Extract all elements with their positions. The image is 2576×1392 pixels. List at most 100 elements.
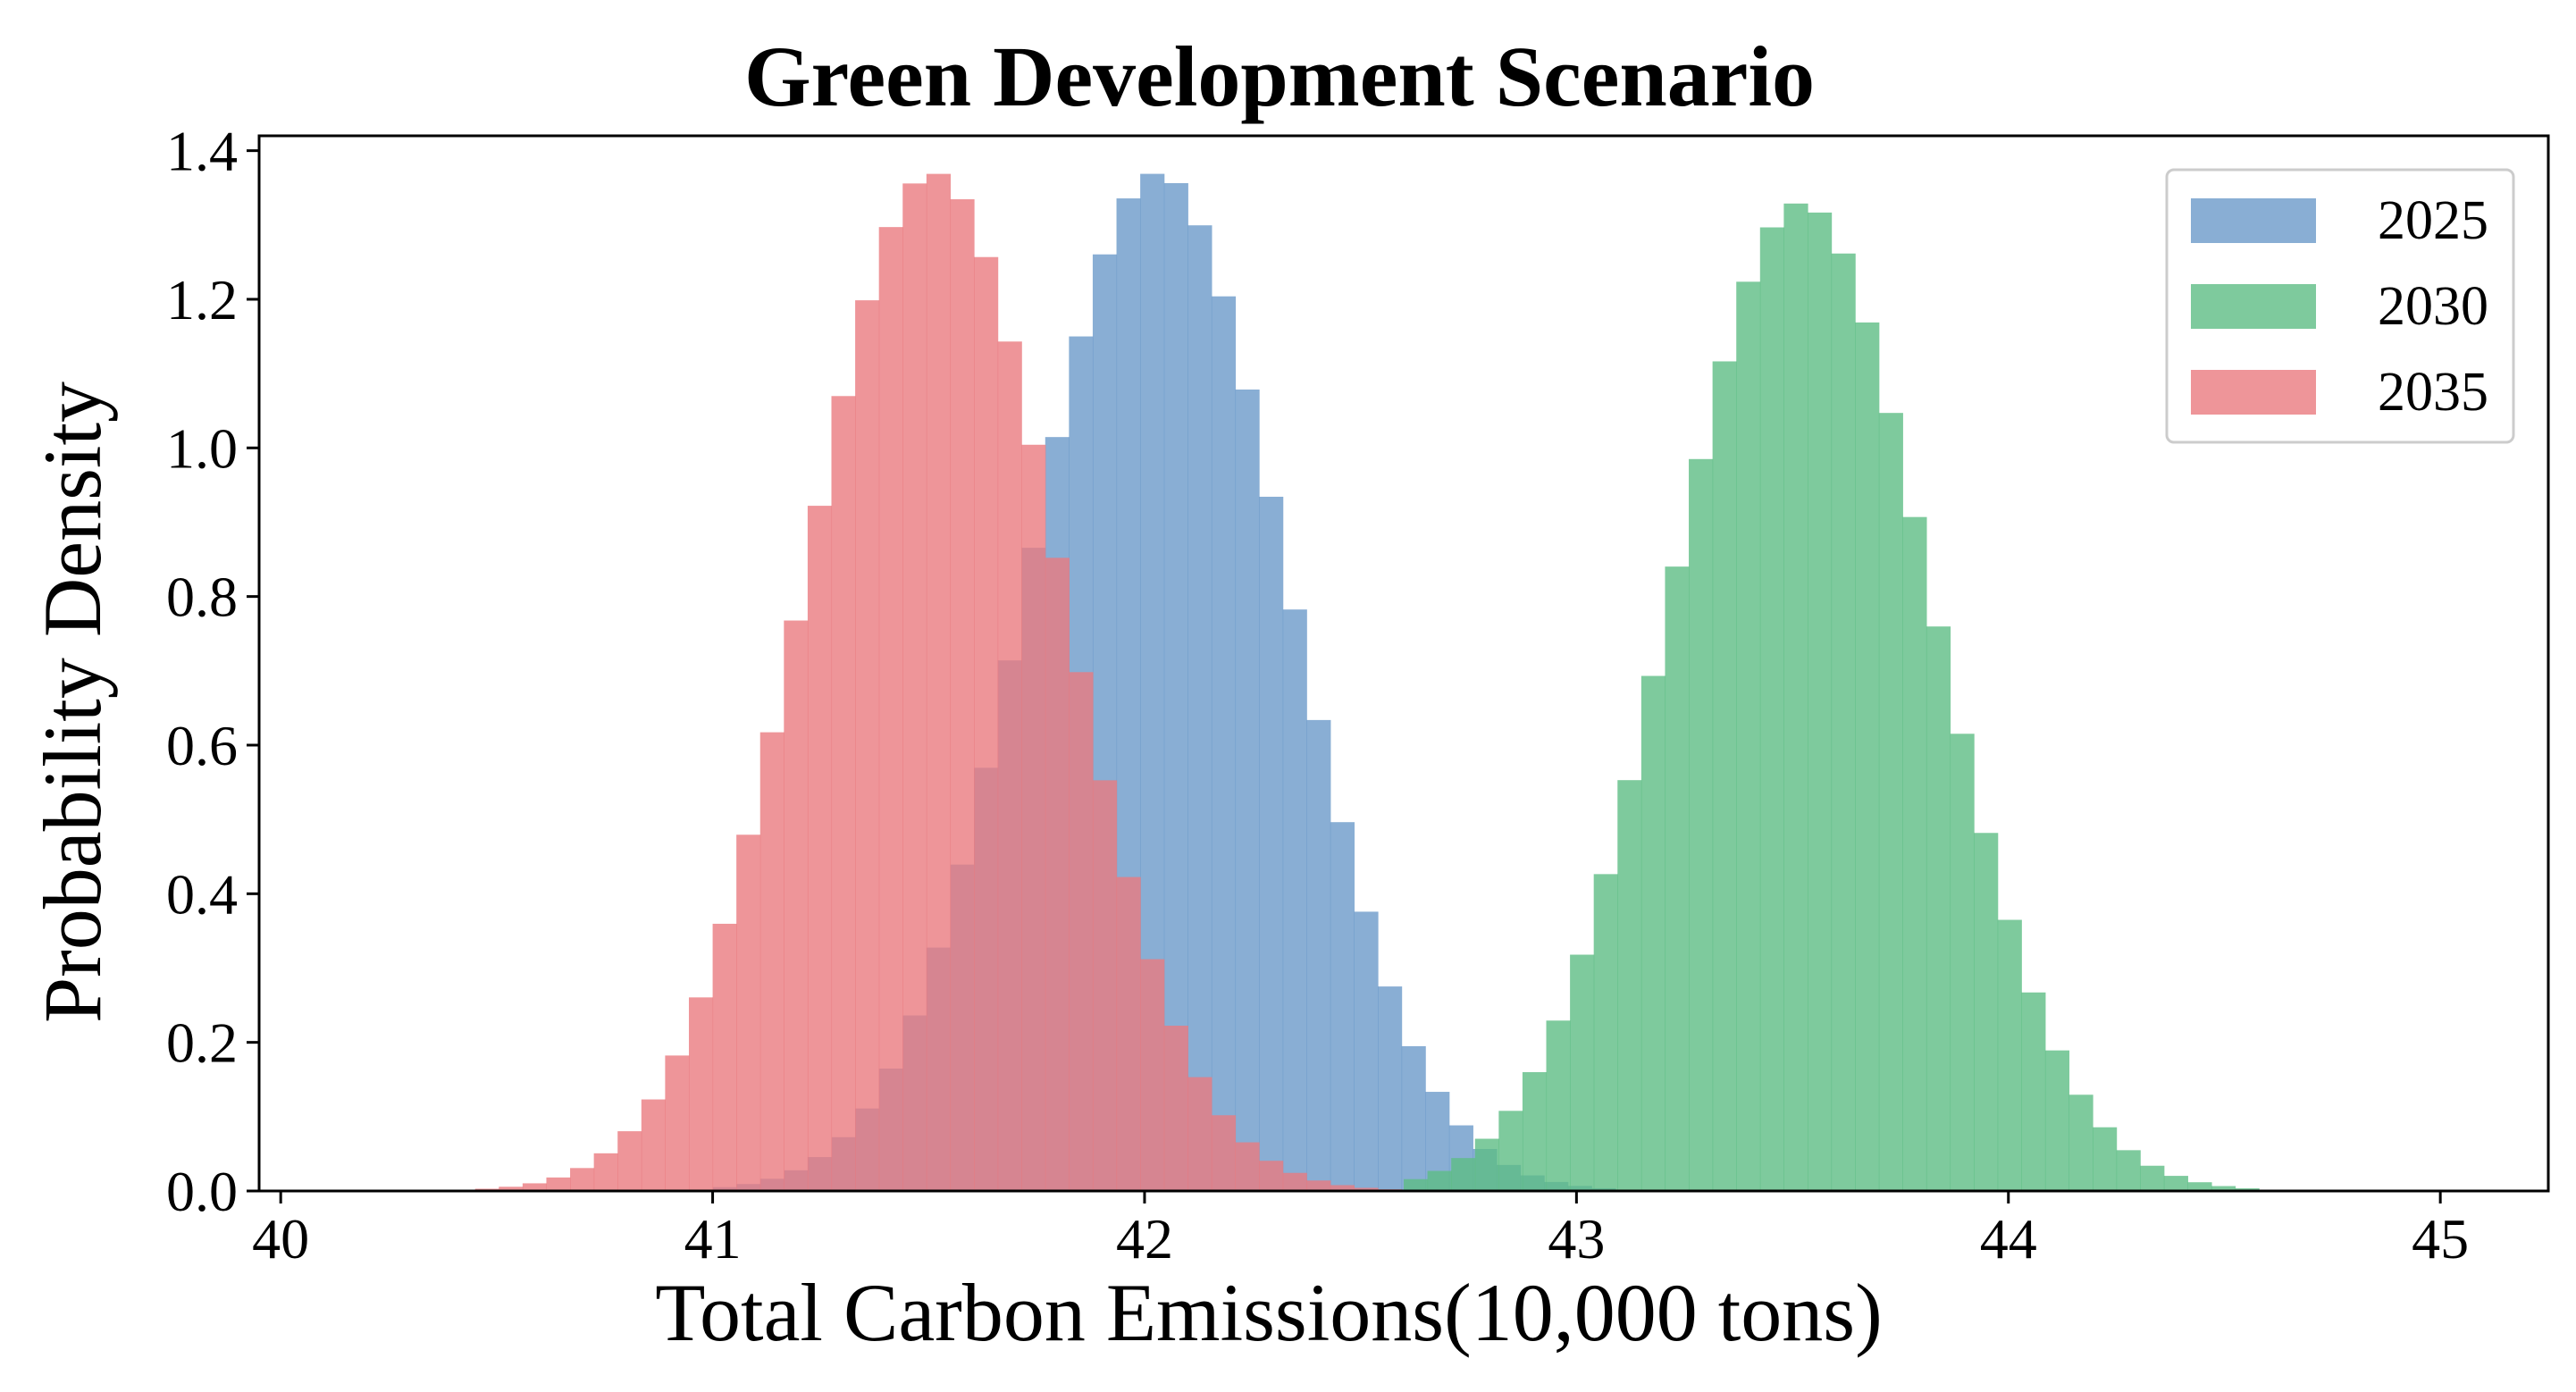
bar-2025-26 bbox=[1330, 822, 1355, 1191]
bar-2035-17 bbox=[878, 227, 903, 1191]
bar-2035-33 bbox=[1259, 1161, 1284, 1191]
bar-2035-31 bbox=[1211, 1115, 1237, 1191]
bar-2030-33 bbox=[2187, 1182, 2212, 1191]
bar-2035-3 bbox=[546, 1177, 571, 1191]
legend-label-2030: 2030 bbox=[2378, 276, 2488, 337]
x-tick-label-45: 45 bbox=[2412, 1207, 2469, 1270]
bar-2025-22 bbox=[1235, 389, 1260, 1191]
bar-2035-26 bbox=[1092, 780, 1118, 1191]
bar-2030-0 bbox=[1404, 1178, 1429, 1191]
x-axis-ticks: 40 41 42 43 44 45 bbox=[252, 1191, 2469, 1270]
y-tick-label-4: 0.8 bbox=[166, 566, 238, 629]
bar-2030-9 bbox=[1617, 780, 1642, 1191]
bar-2035-9 bbox=[688, 997, 714, 1191]
bar-2030-11 bbox=[1665, 566, 1690, 1191]
bar-2030-17 bbox=[1807, 212, 1833, 1191]
x-tick-label-44: 44 bbox=[1980, 1207, 2037, 1270]
bar-2030-32 bbox=[2163, 1176, 2188, 1191]
y-tick-label-3: 0.6 bbox=[166, 714, 238, 777]
bar-2030-21 bbox=[1902, 516, 1927, 1191]
bar-2035-16 bbox=[855, 300, 880, 1192]
bar-2035-18 bbox=[902, 183, 927, 1192]
bar-2035-35 bbox=[1306, 1180, 1331, 1191]
x-tick-label-41: 41 bbox=[684, 1207, 742, 1270]
bar-2030-13 bbox=[1712, 361, 1737, 1192]
legend-label-2035: 2035 bbox=[2378, 362, 2488, 423]
bar-2035-27 bbox=[1116, 876, 1141, 1191]
y-tick-label-2: 0.4 bbox=[166, 862, 238, 926]
bar-2035-14 bbox=[807, 506, 833, 1191]
bar-2025-23 bbox=[1259, 496, 1284, 1191]
bar-2030-1 bbox=[1427, 1170, 1452, 1191]
bar-2030-30 bbox=[2116, 1150, 2141, 1191]
bar-2035-20 bbox=[950, 199, 975, 1191]
bar-2030-5 bbox=[1522, 1072, 1548, 1191]
bar-2035-21 bbox=[974, 256, 999, 1192]
bar-2030-24 bbox=[1974, 833, 1999, 1191]
bar-2030-23 bbox=[1950, 734, 1975, 1191]
bar-2035-34 bbox=[1282, 1172, 1307, 1191]
bar-2035-36 bbox=[1330, 1185, 1355, 1191]
bar-2035-19 bbox=[926, 173, 952, 1192]
bar-2035-5 bbox=[593, 1153, 618, 1191]
bar-2035-11 bbox=[736, 834, 761, 1191]
bar-2030-28 bbox=[2068, 1094, 2094, 1191]
bar-2035-13 bbox=[784, 620, 809, 1191]
bar-2035-2 bbox=[522, 1183, 548, 1191]
bar-2030-4 bbox=[1498, 1111, 1523, 1191]
bar-2035-28 bbox=[1140, 959, 1165, 1191]
series-2035 bbox=[474, 173, 1403, 1192]
y-tick-label-5: 1.0 bbox=[166, 416, 238, 480]
bar-2035-4 bbox=[570, 1168, 595, 1191]
bar-2035-22 bbox=[997, 341, 1022, 1191]
bar-2030-12 bbox=[1689, 458, 1714, 1191]
bar-2035-1 bbox=[499, 1187, 524, 1191]
legend-swatch-2025 bbox=[2191, 198, 2316, 243]
x-tick-label-42: 42 bbox=[1116, 1207, 1173, 1270]
bar-2030-31 bbox=[2140, 1165, 2165, 1191]
bar-2030-27 bbox=[2044, 1050, 2070, 1191]
bar-2030-29 bbox=[2093, 1127, 2118, 1191]
bar-2030-7 bbox=[1570, 954, 1595, 1191]
bars-layer bbox=[474, 173, 2260, 1192]
series-2030 bbox=[1404, 203, 2260, 1192]
bar-2035-12 bbox=[759, 732, 785, 1191]
bar-2030-22 bbox=[1926, 626, 1951, 1191]
bar-2025-21 bbox=[1211, 296, 1237, 1191]
bar-2030-2 bbox=[1451, 1158, 1476, 1191]
bar-2035-6 bbox=[617, 1131, 642, 1191]
legend: 2025 2030 2035 bbox=[2165, 168, 2515, 444]
bar-2035-8 bbox=[665, 1055, 690, 1191]
bar-2035-29 bbox=[1163, 1026, 1188, 1191]
bar-2030-34 bbox=[2211, 1186, 2236, 1191]
bar-2030-26 bbox=[2021, 992, 2046, 1191]
bar-2035-37 bbox=[1354, 1187, 1379, 1191]
bar-2035-24 bbox=[1045, 558, 1070, 1191]
bar-2035-23 bbox=[1021, 444, 1046, 1191]
y-axis-label: Probability Density bbox=[27, 382, 118, 1023]
plot-frame bbox=[257, 134, 2550, 1193]
y-tick-label-1: 0.2 bbox=[166, 1011, 238, 1075]
bar-2035-30 bbox=[1187, 1077, 1212, 1191]
y-tick-label-7: 1.4 bbox=[166, 120, 238, 183]
x-tick-label-43: 43 bbox=[1548, 1207, 1605, 1270]
chart-title: Green Development Scenario bbox=[744, 29, 1815, 124]
legend-swatch-2035 bbox=[2191, 370, 2316, 415]
bar-2025-25 bbox=[1306, 719, 1331, 1191]
bar-2035-7 bbox=[641, 1099, 666, 1191]
bar-2030-25 bbox=[1997, 919, 2022, 1191]
bar-2030-6 bbox=[1546, 1020, 1571, 1191]
x-axis-label: Total Carbon Emissions(10,000 tons) bbox=[655, 1267, 1883, 1358]
bar-2030-16 bbox=[1783, 203, 1808, 1191]
bar-2030-18 bbox=[1831, 253, 1856, 1191]
bar-2025-28 bbox=[1378, 986, 1403, 1191]
bar-2030-10 bbox=[1640, 675, 1666, 1191]
bar-2035-25 bbox=[1069, 672, 1094, 1191]
bar-2025-29 bbox=[1401, 1045, 1426, 1191]
bar-2035-32 bbox=[1235, 1142, 1260, 1191]
bar-2030-8 bbox=[1593, 874, 1618, 1191]
y-axis-ticks: 0.0 0.2 0.4 0.6 0.8 1.0 1.2 1.4 bbox=[166, 120, 259, 1223]
bar-2025-24 bbox=[1282, 609, 1307, 1191]
bar-2025-20 bbox=[1187, 225, 1212, 1192]
